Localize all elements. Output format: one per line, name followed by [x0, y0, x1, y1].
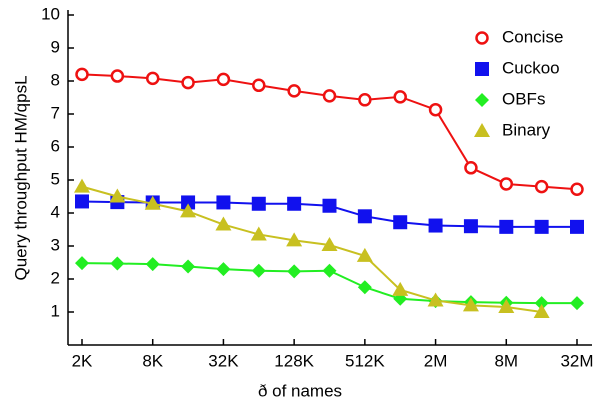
x-tick-label: 8M — [494, 351, 518, 370]
x-tick-label: 512K — [345, 351, 385, 370]
point — [358, 93, 372, 107]
point — [534, 219, 549, 234]
y-tick-label: 2 — [51, 268, 60, 287]
x-tick-label: 128K — [274, 351, 314, 370]
point — [216, 262, 231, 277]
x-tick-label: 8K — [142, 351, 163, 370]
point — [181, 195, 196, 210]
point — [463, 219, 478, 234]
point — [428, 102, 443, 117]
point — [75, 194, 89, 209]
x-axis-label: ð of names — [258, 381, 342, 400]
point — [74, 178, 90, 193]
point — [110, 256, 125, 271]
point — [145, 71, 160, 86]
point — [570, 219, 584, 234]
point — [250, 226, 267, 241]
series — [75, 67, 584, 196]
point — [145, 257, 160, 272]
point — [392, 281, 409, 296]
point — [144, 195, 161, 210]
point — [109, 188, 126, 203]
point — [322, 198, 337, 213]
series-line — [81, 185, 542, 313]
legend-marker — [475, 62, 489, 76]
point — [215, 216, 232, 231]
point — [427, 292, 444, 307]
y-axis-label: Query throughput HM/qpsL — [11, 75, 30, 280]
x-tick-label: 2M — [424, 351, 448, 370]
point — [570, 296, 584, 311]
y-tick-label: 6 — [51, 136, 60, 155]
point — [286, 232, 303, 247]
point — [322, 263, 337, 278]
point — [287, 264, 302, 279]
x-tick-label: 2K — [72, 351, 93, 370]
series — [75, 194, 584, 234]
point — [75, 67, 89, 82]
point — [322, 89, 337, 103]
point — [110, 69, 125, 83]
legend-label: Concise — [502, 27, 563, 46]
point — [464, 161, 478, 175]
point — [393, 215, 408, 230]
legend-marker — [475, 93, 489, 107]
y-tick-label: 3 — [51, 235, 60, 254]
legend-label: Cuckoo — [502, 58, 560, 77]
point — [393, 90, 407, 104]
point — [216, 72, 231, 87]
point — [498, 299, 515, 314]
y-tick-label: 5 — [51, 169, 60, 188]
point — [499, 219, 514, 234]
point — [534, 179, 549, 194]
point — [75, 256, 89, 271]
y-tick-label: 4 — [51, 202, 60, 221]
point — [287, 84, 301, 98]
point — [181, 75, 195, 90]
point — [356, 247, 373, 262]
point — [180, 203, 197, 218]
point — [462, 297, 479, 312]
x-tick-label: 32M — [560, 351, 593, 370]
point — [534, 296, 549, 311]
y-tick-label: 7 — [51, 103, 60, 122]
point — [533, 304, 550, 318]
y-tick-label: 9 — [51, 37, 60, 56]
y-tick-label: 10 — [41, 4, 60, 23]
y-tick-label: 1 — [51, 301, 60, 320]
point — [251, 196, 266, 211]
legend-marker — [474, 123, 490, 137]
point — [252, 78, 266, 93]
point — [357, 209, 372, 224]
point — [499, 177, 514, 191]
point — [181, 259, 196, 274]
point — [251, 263, 266, 278]
point — [570, 182, 584, 196]
point — [428, 218, 443, 233]
series — [75, 256, 584, 311]
legend-label: OBFs — [502, 89, 545, 108]
legend-label: Binary — [502, 120, 551, 139]
legend-marker — [475, 31, 489, 45]
point — [357, 280, 372, 295]
series — [74, 178, 550, 318]
point — [216, 195, 231, 210]
point — [321, 237, 338, 252]
y-tick-label: 8 — [51, 70, 60, 89]
x-tick-label: 32K — [208, 351, 239, 370]
point — [287, 196, 302, 211]
